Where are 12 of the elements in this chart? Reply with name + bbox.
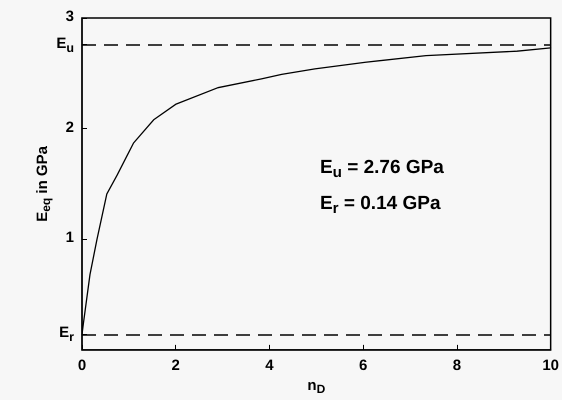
y-axis-title: Eeq in GPa	[34, 145, 53, 222]
x-tick-label: 8	[452, 356, 462, 374]
y-tick-label: 1	[66, 229, 74, 248]
x-tick-label: 0	[78, 356, 86, 374]
x-tick-label: 6	[359, 356, 368, 374]
y-tick-label: E$_{r}$	[59, 324, 74, 344]
y-tick-label: 2	[66, 118, 74, 138]
y-tick-label: E$_{u}$	[56, 34, 74, 55]
x-tick-label: 2	[172, 356, 180, 374]
y-tick-label: 3	[66, 8, 74, 27]
x-tick-label: 4	[265, 356, 274, 374]
x-tick-label: 10	[542, 356, 559, 374]
